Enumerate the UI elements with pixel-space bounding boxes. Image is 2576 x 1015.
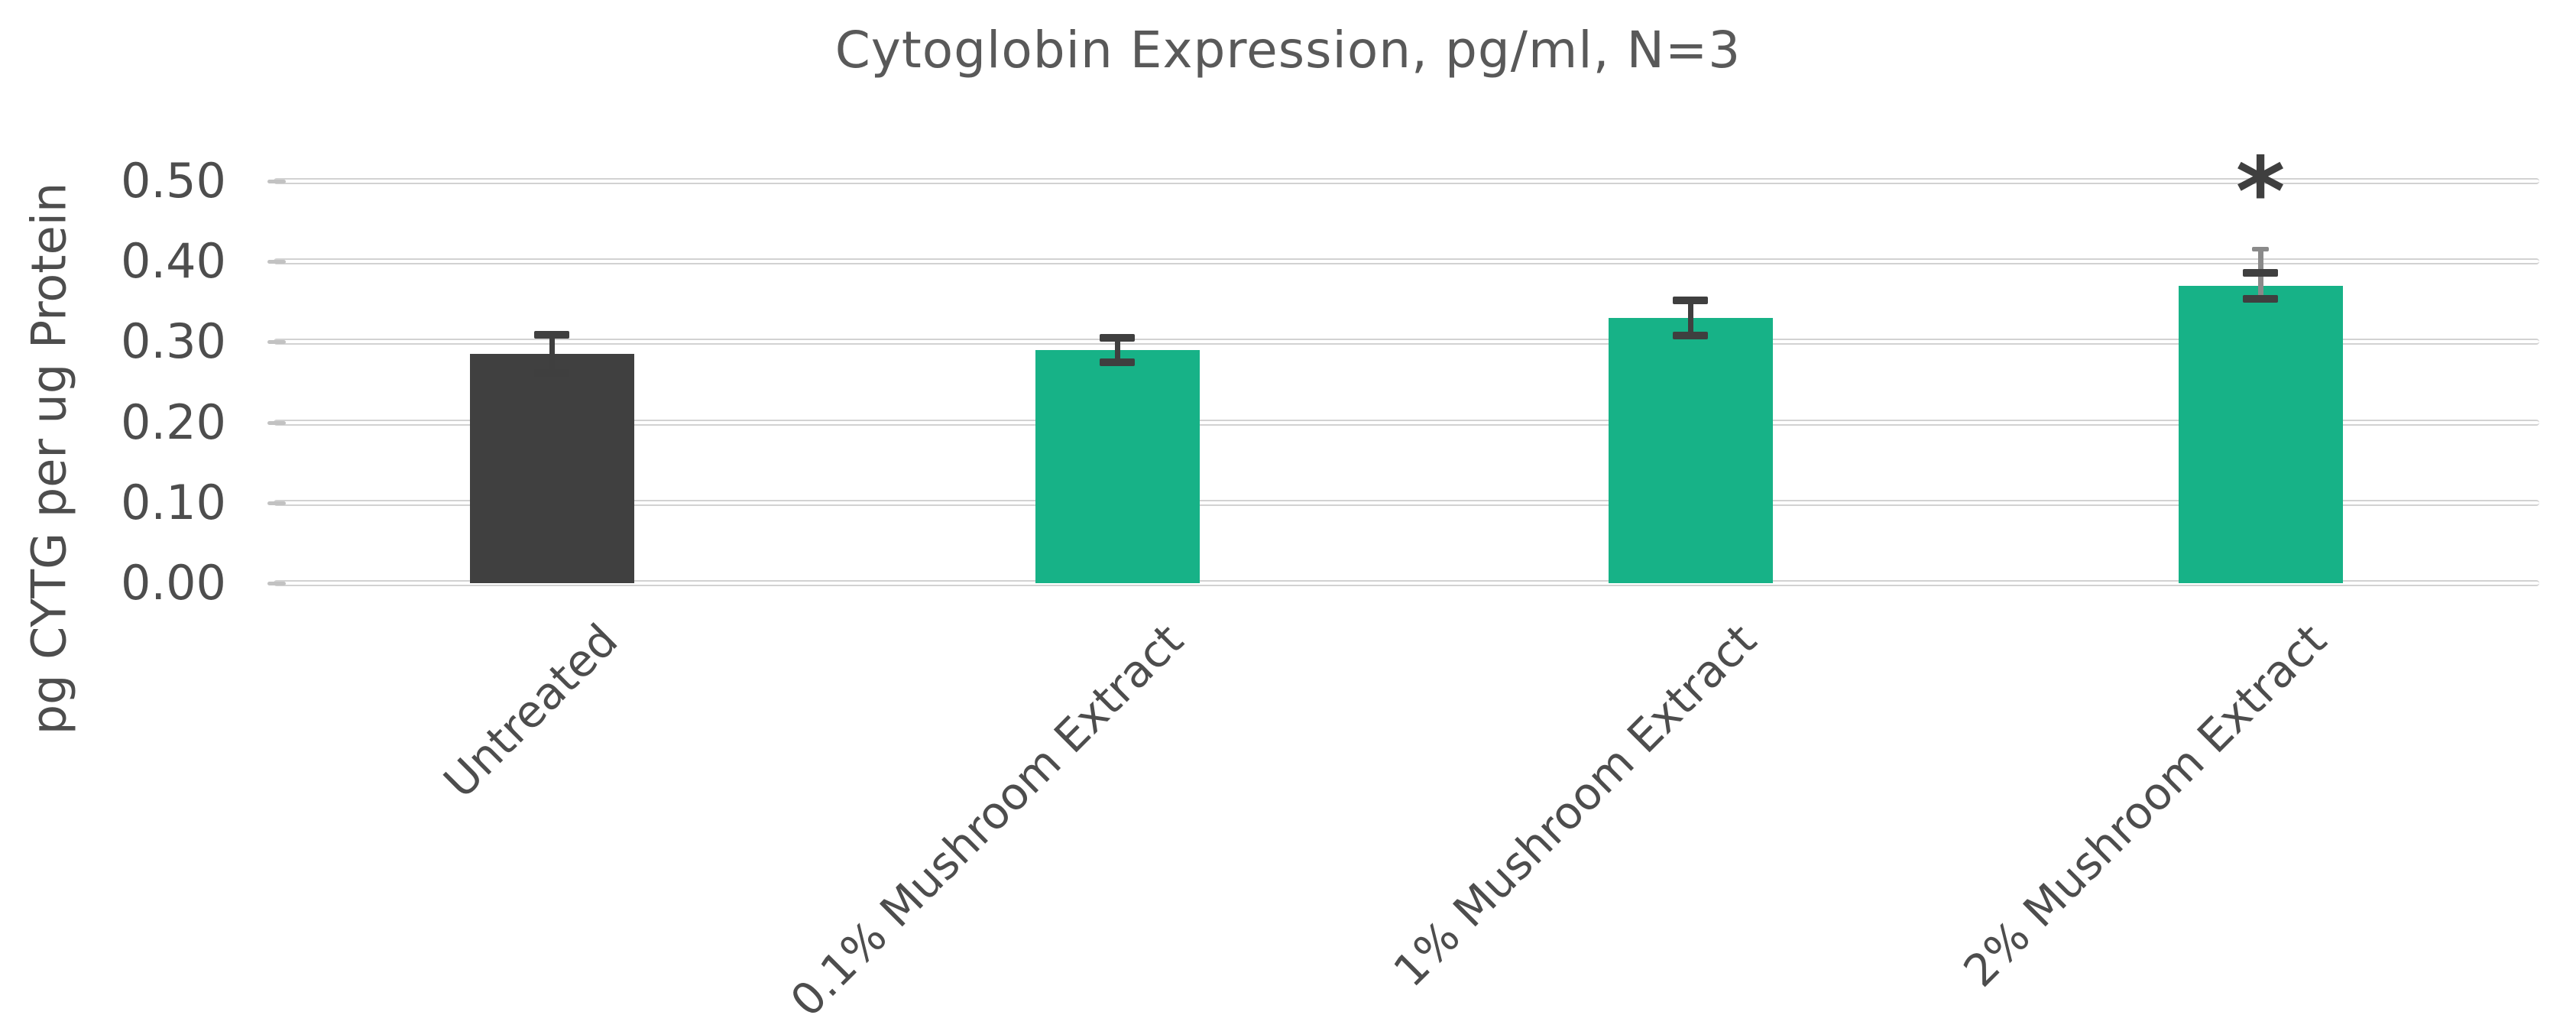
error-bar-cap-bottom — [1673, 331, 1708, 339]
error-bar-stem — [549, 334, 555, 374]
bar-1-mushroom-extract — [1608, 317, 1773, 583]
chart-title: Cytoglobin Expression, pg/ml, N=3 — [834, 21, 1742, 79]
significance-asterisk: * — [2235, 138, 2286, 248]
y-tick-label: 0.20 — [120, 394, 226, 450]
error-bar-cap-top — [2243, 268, 2278, 277]
error-bar-cap-top — [1673, 296, 1708, 304]
error-bar-cap-bottom — [2243, 294, 2278, 303]
gridline-0.30 — [274, 339, 2539, 345]
bar-untreated — [469, 354, 634, 583]
error-bar-cap-top — [1100, 334, 1135, 342]
y-tick-label: 0.50 — [120, 153, 226, 209]
error-bar-mini-cap — [2252, 247, 2269, 252]
gridline-0.50 — [274, 178, 2539, 184]
error-bar-cap-bottom — [1100, 358, 1135, 366]
y-axis-tick — [267, 501, 286, 505]
y-axis-tick — [267, 420, 286, 425]
bar-2-mushroom-extract — [2178, 285, 2343, 583]
y-tick-label: 0.40 — [120, 233, 226, 290]
bar-0-1-mushroom-extract — [1035, 349, 1200, 583]
y-axis-tick — [267, 340, 286, 345]
gridline-0.20 — [274, 419, 2539, 426]
gridline-0.00 — [274, 580, 2539, 586]
y-axis-tick — [267, 180, 286, 183]
error-bar-cap-bottom — [534, 369, 569, 378]
gridline-0.10 — [274, 499, 2539, 506]
error-bar-cap-top — [534, 330, 569, 339]
error-bar-stem — [1114, 338, 1120, 362]
gridline-0.40 — [274, 258, 2539, 265]
error-bar-stem — [1687, 300, 1693, 336]
y-tick-label: 0.10 — [120, 474, 226, 530]
y-tick-label: 0.00 — [120, 555, 226, 611]
y-tick-label: 0.30 — [120, 313, 226, 370]
x-tick-label: Untreated — [433, 614, 628, 809]
y-axis-tick — [267, 260, 286, 264]
y-axis-tick — [267, 582, 286, 585]
